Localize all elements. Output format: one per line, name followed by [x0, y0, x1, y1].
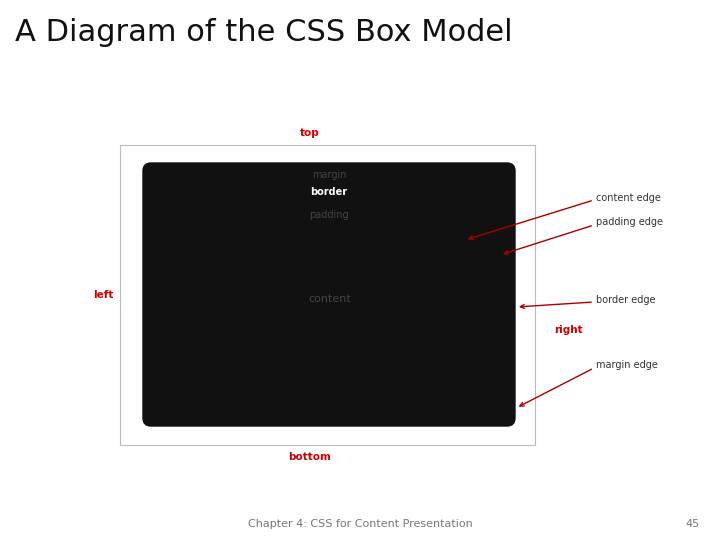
Text: 45: 45	[686, 519, 700, 529]
Text: top: top	[300, 128, 320, 138]
Text: padding: padding	[309, 210, 348, 220]
Text: border: border	[310, 187, 348, 197]
Bar	[120, 145, 535, 445]
Text: bottom: bottom	[289, 452, 331, 462]
Text: A Diagram of the CSS Box Model: A Diagram of the CSS Box Model	[15, 18, 513, 47]
Bar	[198, 225, 463, 373]
Text: content: content	[309, 294, 351, 304]
Text: border edge: border edge	[596, 295, 655, 305]
Text: left: left	[93, 290, 113, 300]
Text: margin: margin	[312, 170, 346, 180]
Text: right: right	[554, 325, 582, 335]
Bar	[158, 178, 499, 410]
Text: margin edge: margin edge	[596, 360, 658, 370]
Text: content edge: content edge	[596, 193, 661, 203]
FancyBboxPatch shape	[143, 163, 515, 426]
Text: padding edge: padding edge	[596, 217, 663, 227]
Text: Chapter 4: CSS for Content Presentation: Chapter 4: CSS for Content Presentation	[248, 519, 472, 529]
